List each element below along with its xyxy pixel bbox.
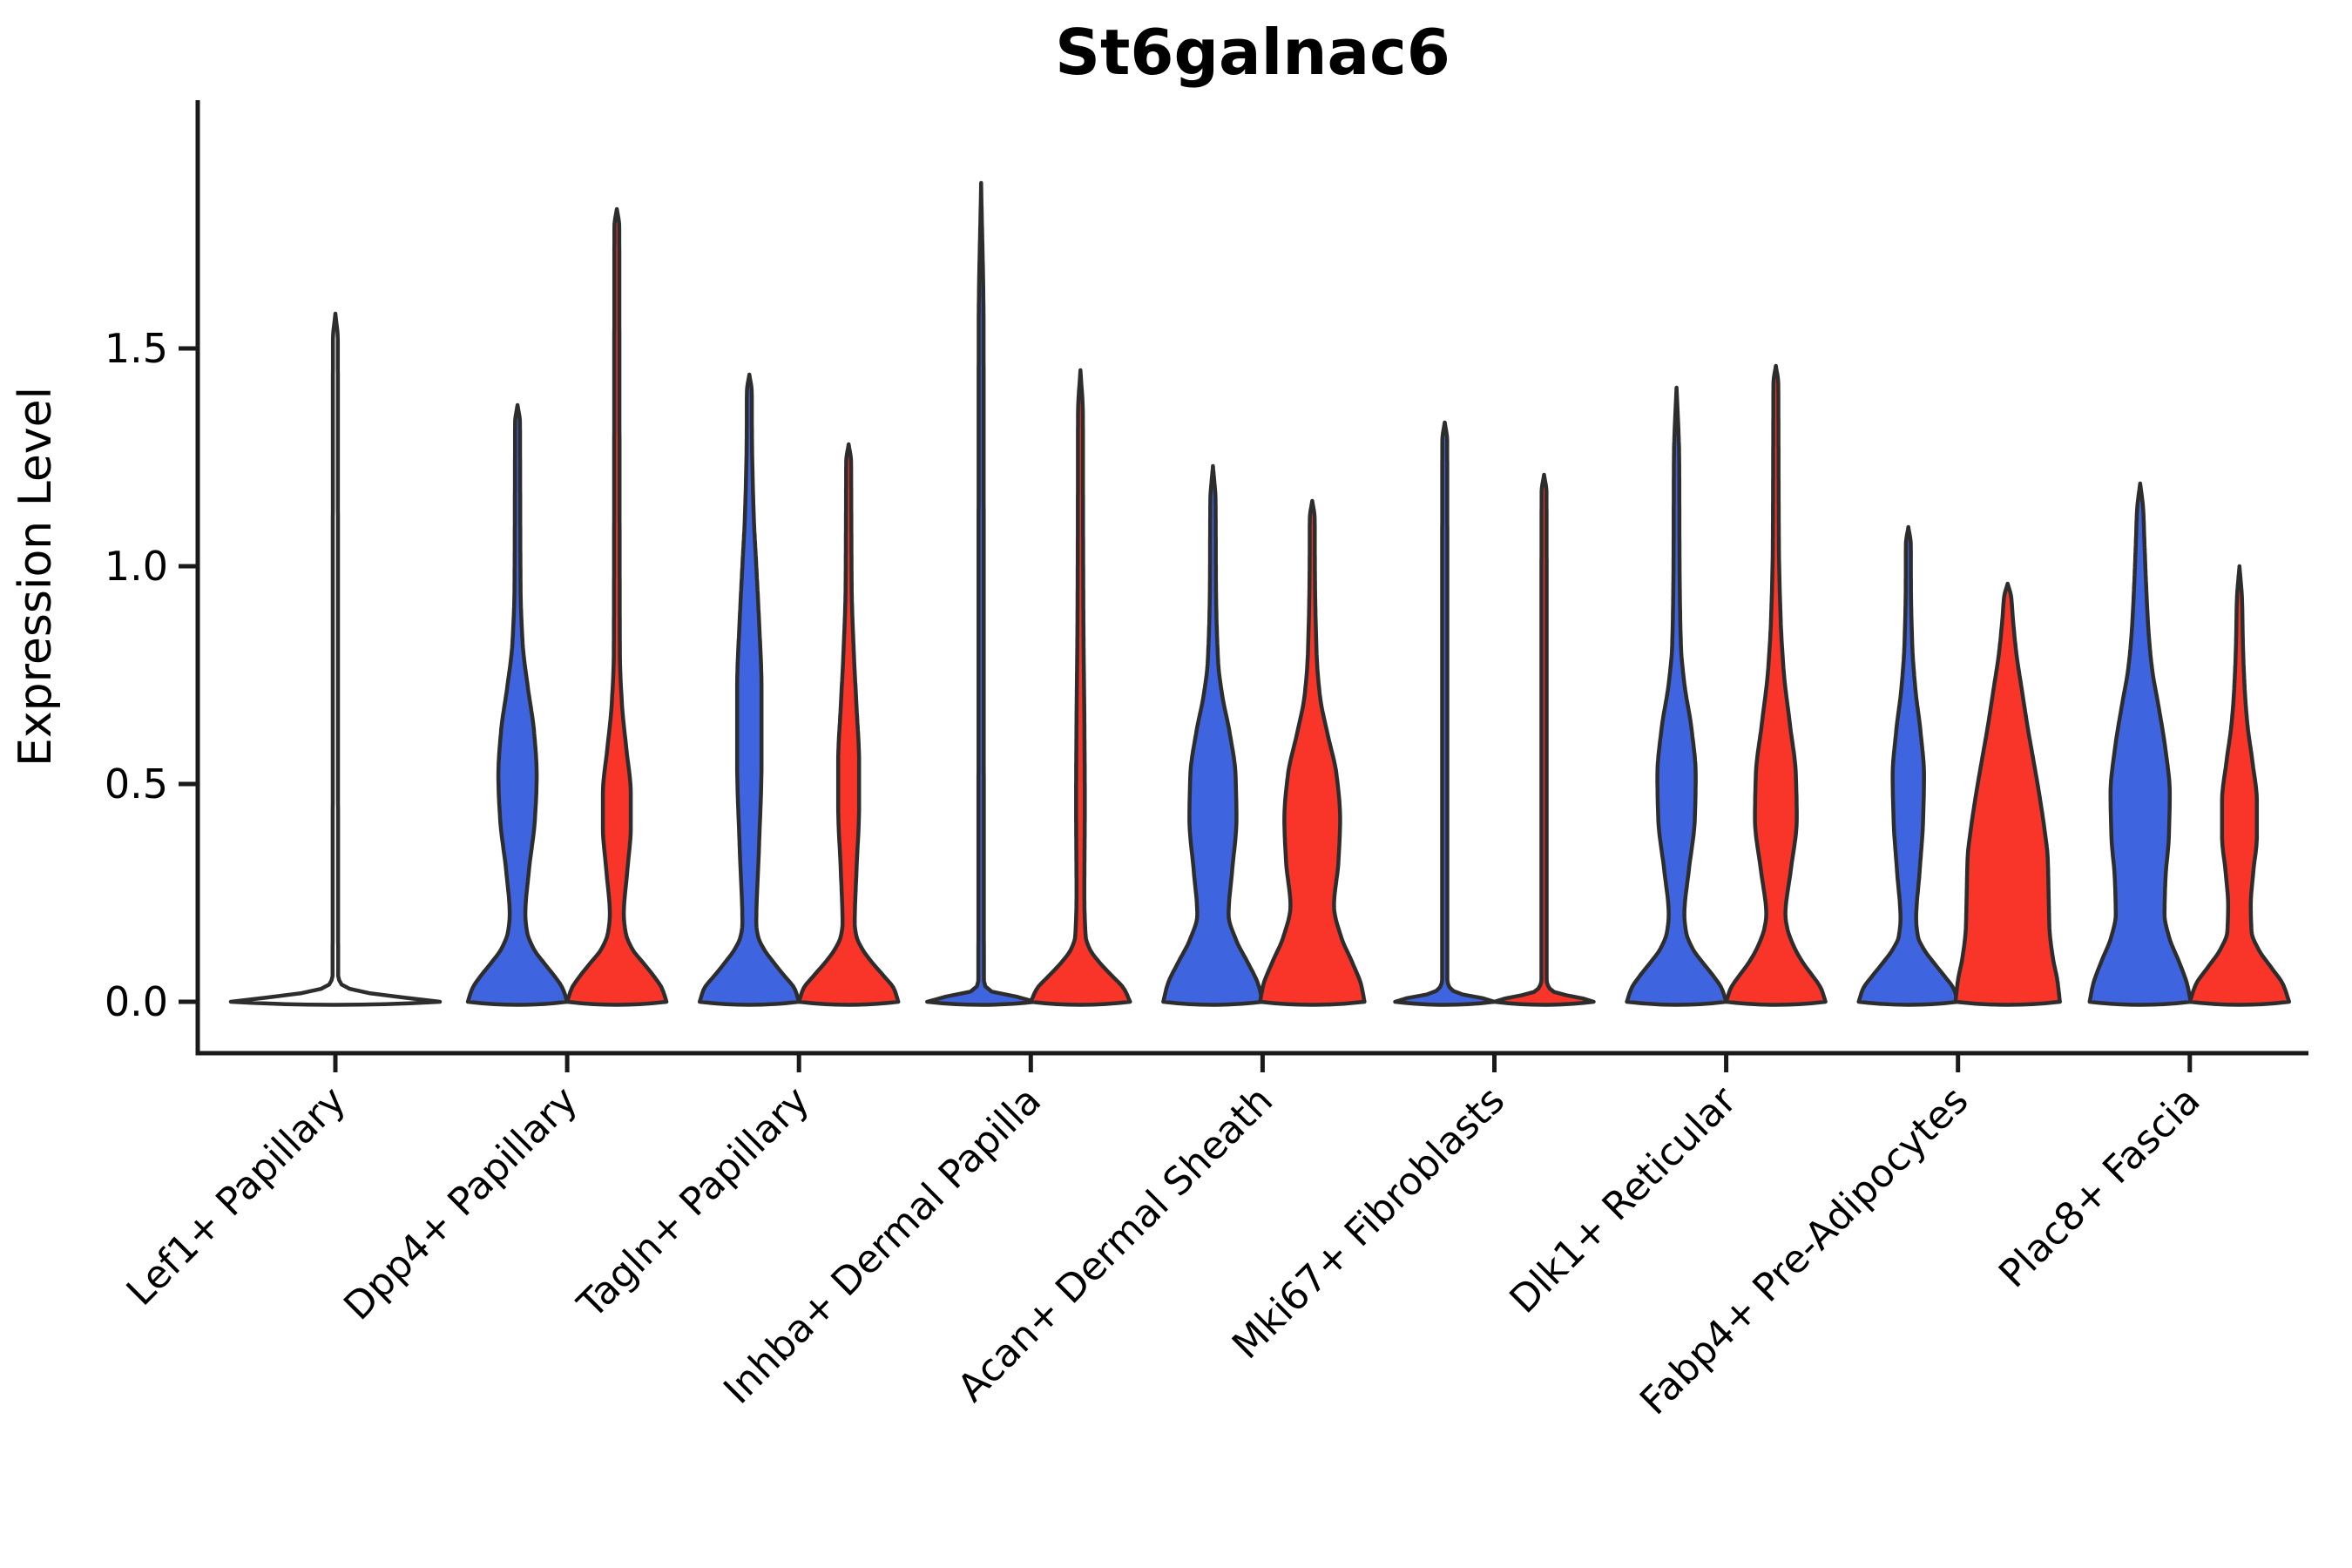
violin-group bbox=[925, 180, 1132, 1007]
violin-group bbox=[1161, 463, 1367, 1007]
violin-blue-left bbox=[465, 402, 570, 1007]
y-tick-label: 1.5 bbox=[105, 325, 168, 372]
violin-group bbox=[2087, 481, 2292, 1007]
violin-blue-left bbox=[1393, 420, 1497, 1007]
violin-blue-left bbox=[1161, 463, 1265, 1007]
violin-group bbox=[465, 206, 669, 1007]
violin-group bbox=[1856, 524, 2062, 1007]
violin-red-right bbox=[2187, 564, 2292, 1007]
violin-group bbox=[697, 372, 901, 1007]
plot-title: St6galnac6 bbox=[1055, 16, 1450, 89]
violin-group bbox=[228, 311, 443, 1007]
y-tick-label: 0.5 bbox=[105, 760, 168, 808]
violin-none-center bbox=[228, 311, 443, 1007]
violin-red-right bbox=[1724, 363, 1828, 1007]
violin-red-right bbox=[796, 442, 901, 1007]
y-tick-label: 0.0 bbox=[105, 978, 168, 1025]
y-ticks: 0.0 0.5 1.0 1.5 bbox=[105, 325, 198, 1025]
violin-blue-left bbox=[1625, 385, 1728, 1007]
violin-group bbox=[1625, 363, 1828, 1007]
violin-red-right bbox=[1492, 472, 1596, 1007]
violin-blue-left bbox=[697, 372, 801, 1007]
violin-group bbox=[1393, 420, 1596, 1007]
violin-blue-left bbox=[925, 180, 1037, 1007]
violin-red-right bbox=[1258, 498, 1367, 1007]
violin-red-right bbox=[1029, 368, 1132, 1007]
y-axis-label: Expression Level bbox=[10, 387, 62, 767]
violin-red-right bbox=[1953, 581, 2062, 1007]
violin-red-right bbox=[564, 206, 669, 1007]
violin-blue-left bbox=[1856, 524, 1960, 1007]
violin-blue-left bbox=[2087, 481, 2193, 1007]
y-tick-label: 1.0 bbox=[105, 543, 168, 590]
violins bbox=[228, 180, 2292, 1007]
